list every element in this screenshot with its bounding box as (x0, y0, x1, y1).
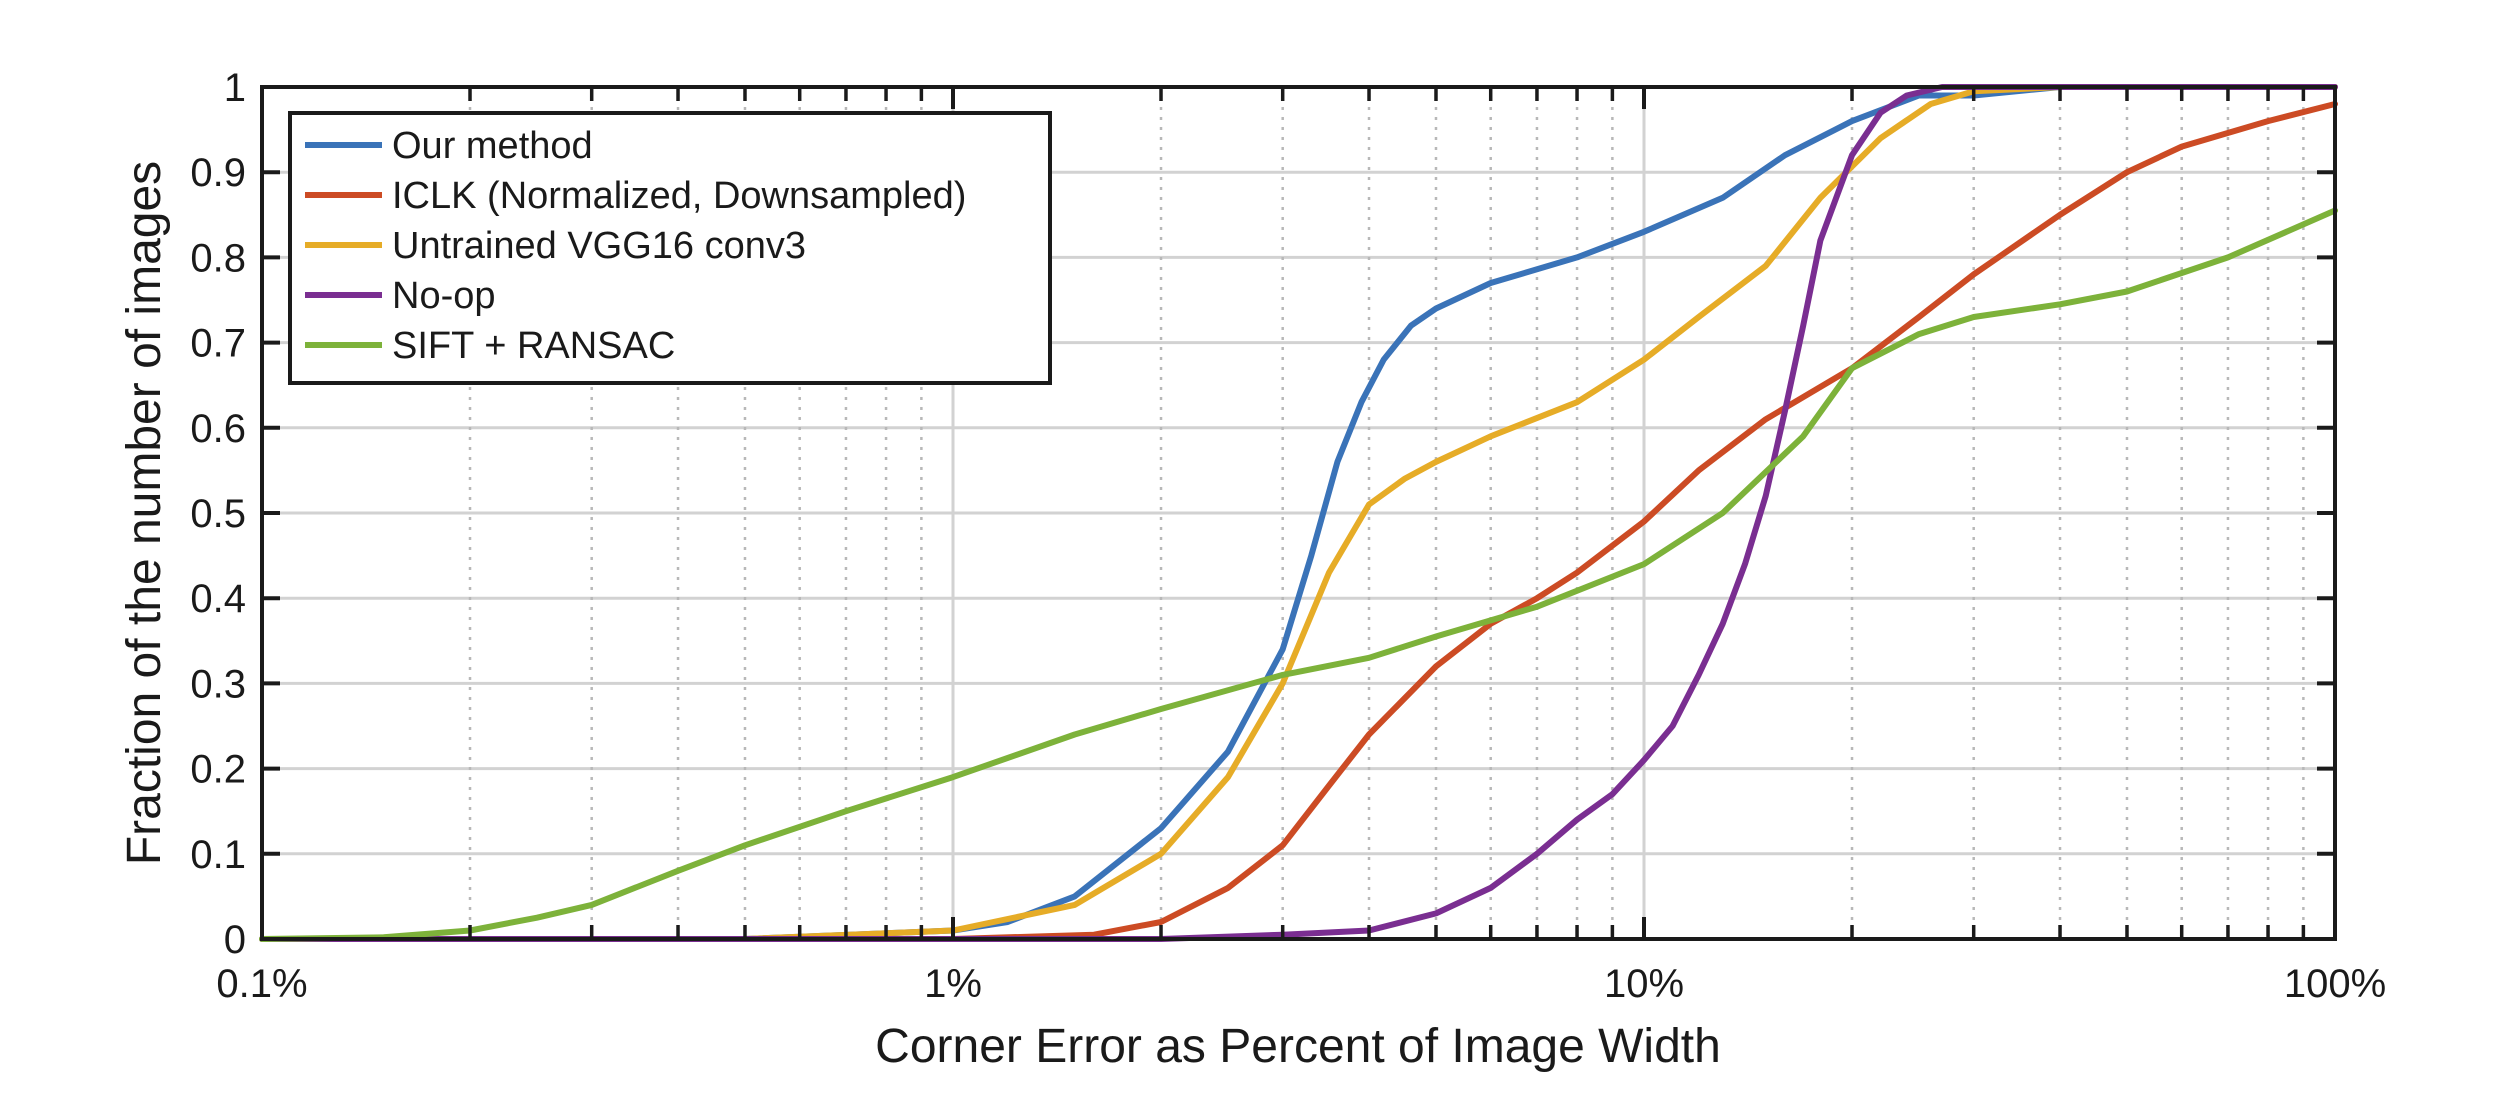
x-tick-label: 0.1% (216, 962, 307, 1006)
legend-label-2: ICLK (Normalized, Downsampled) (392, 175, 966, 217)
series-line-5 (259, 207, 2338, 942)
axis-ticks (260, 85, 2337, 941)
y-tick-label: 0 (224, 918, 246, 962)
y-tick-label: 0.9 (190, 151, 246, 195)
y-tick-label: 0.8 (190, 236, 246, 280)
series-line-4 (259, 84, 2338, 942)
legend-label-3: Untrained VGG16 conv3 (392, 225, 806, 267)
legend-label-4: No-op (392, 275, 496, 317)
legend-label-5: SIFT + RANSAC (392, 325, 675, 367)
y-tick-label: 0.7 (190, 322, 246, 366)
legend-label-1: Our method (392, 125, 593, 167)
y-tick-label: 0.2 (190, 748, 246, 792)
y-axis-title: Fraction of the number of images (118, 161, 171, 865)
y-tick-label: 1 (224, 66, 246, 110)
y-tick-label: 0.6 (190, 407, 246, 451)
x-axis-title: Corner Error as Percent of Image Width (875, 1020, 1721, 1073)
legend-box (288, 111, 1052, 385)
series-line-2 (259, 101, 2338, 942)
x-tick-label: 100% (2284, 962, 2386, 1006)
x-tick-label: 10% (1604, 962, 1684, 1006)
legend: Our method ICLK (Normalized, Downsampled)… (288, 111, 1052, 385)
y-tick-label: 0.1 (190, 833, 246, 877)
tick-labels: 0 0.1 0.2 0.3 0.4 0.5 0.6 0.7 0.8 0.9 1 0.1% 1% 10% 10… (190, 66, 2386, 1006)
series-lines (259, 84, 2338, 942)
y-tick-label: 0.3 (190, 662, 246, 706)
x-tick-label: 1% (924, 962, 982, 1006)
series-line-3 (259, 84, 2338, 942)
y-tick-label: 0.5 (190, 492, 246, 536)
y-tick-label: 0.4 (190, 577, 246, 621)
